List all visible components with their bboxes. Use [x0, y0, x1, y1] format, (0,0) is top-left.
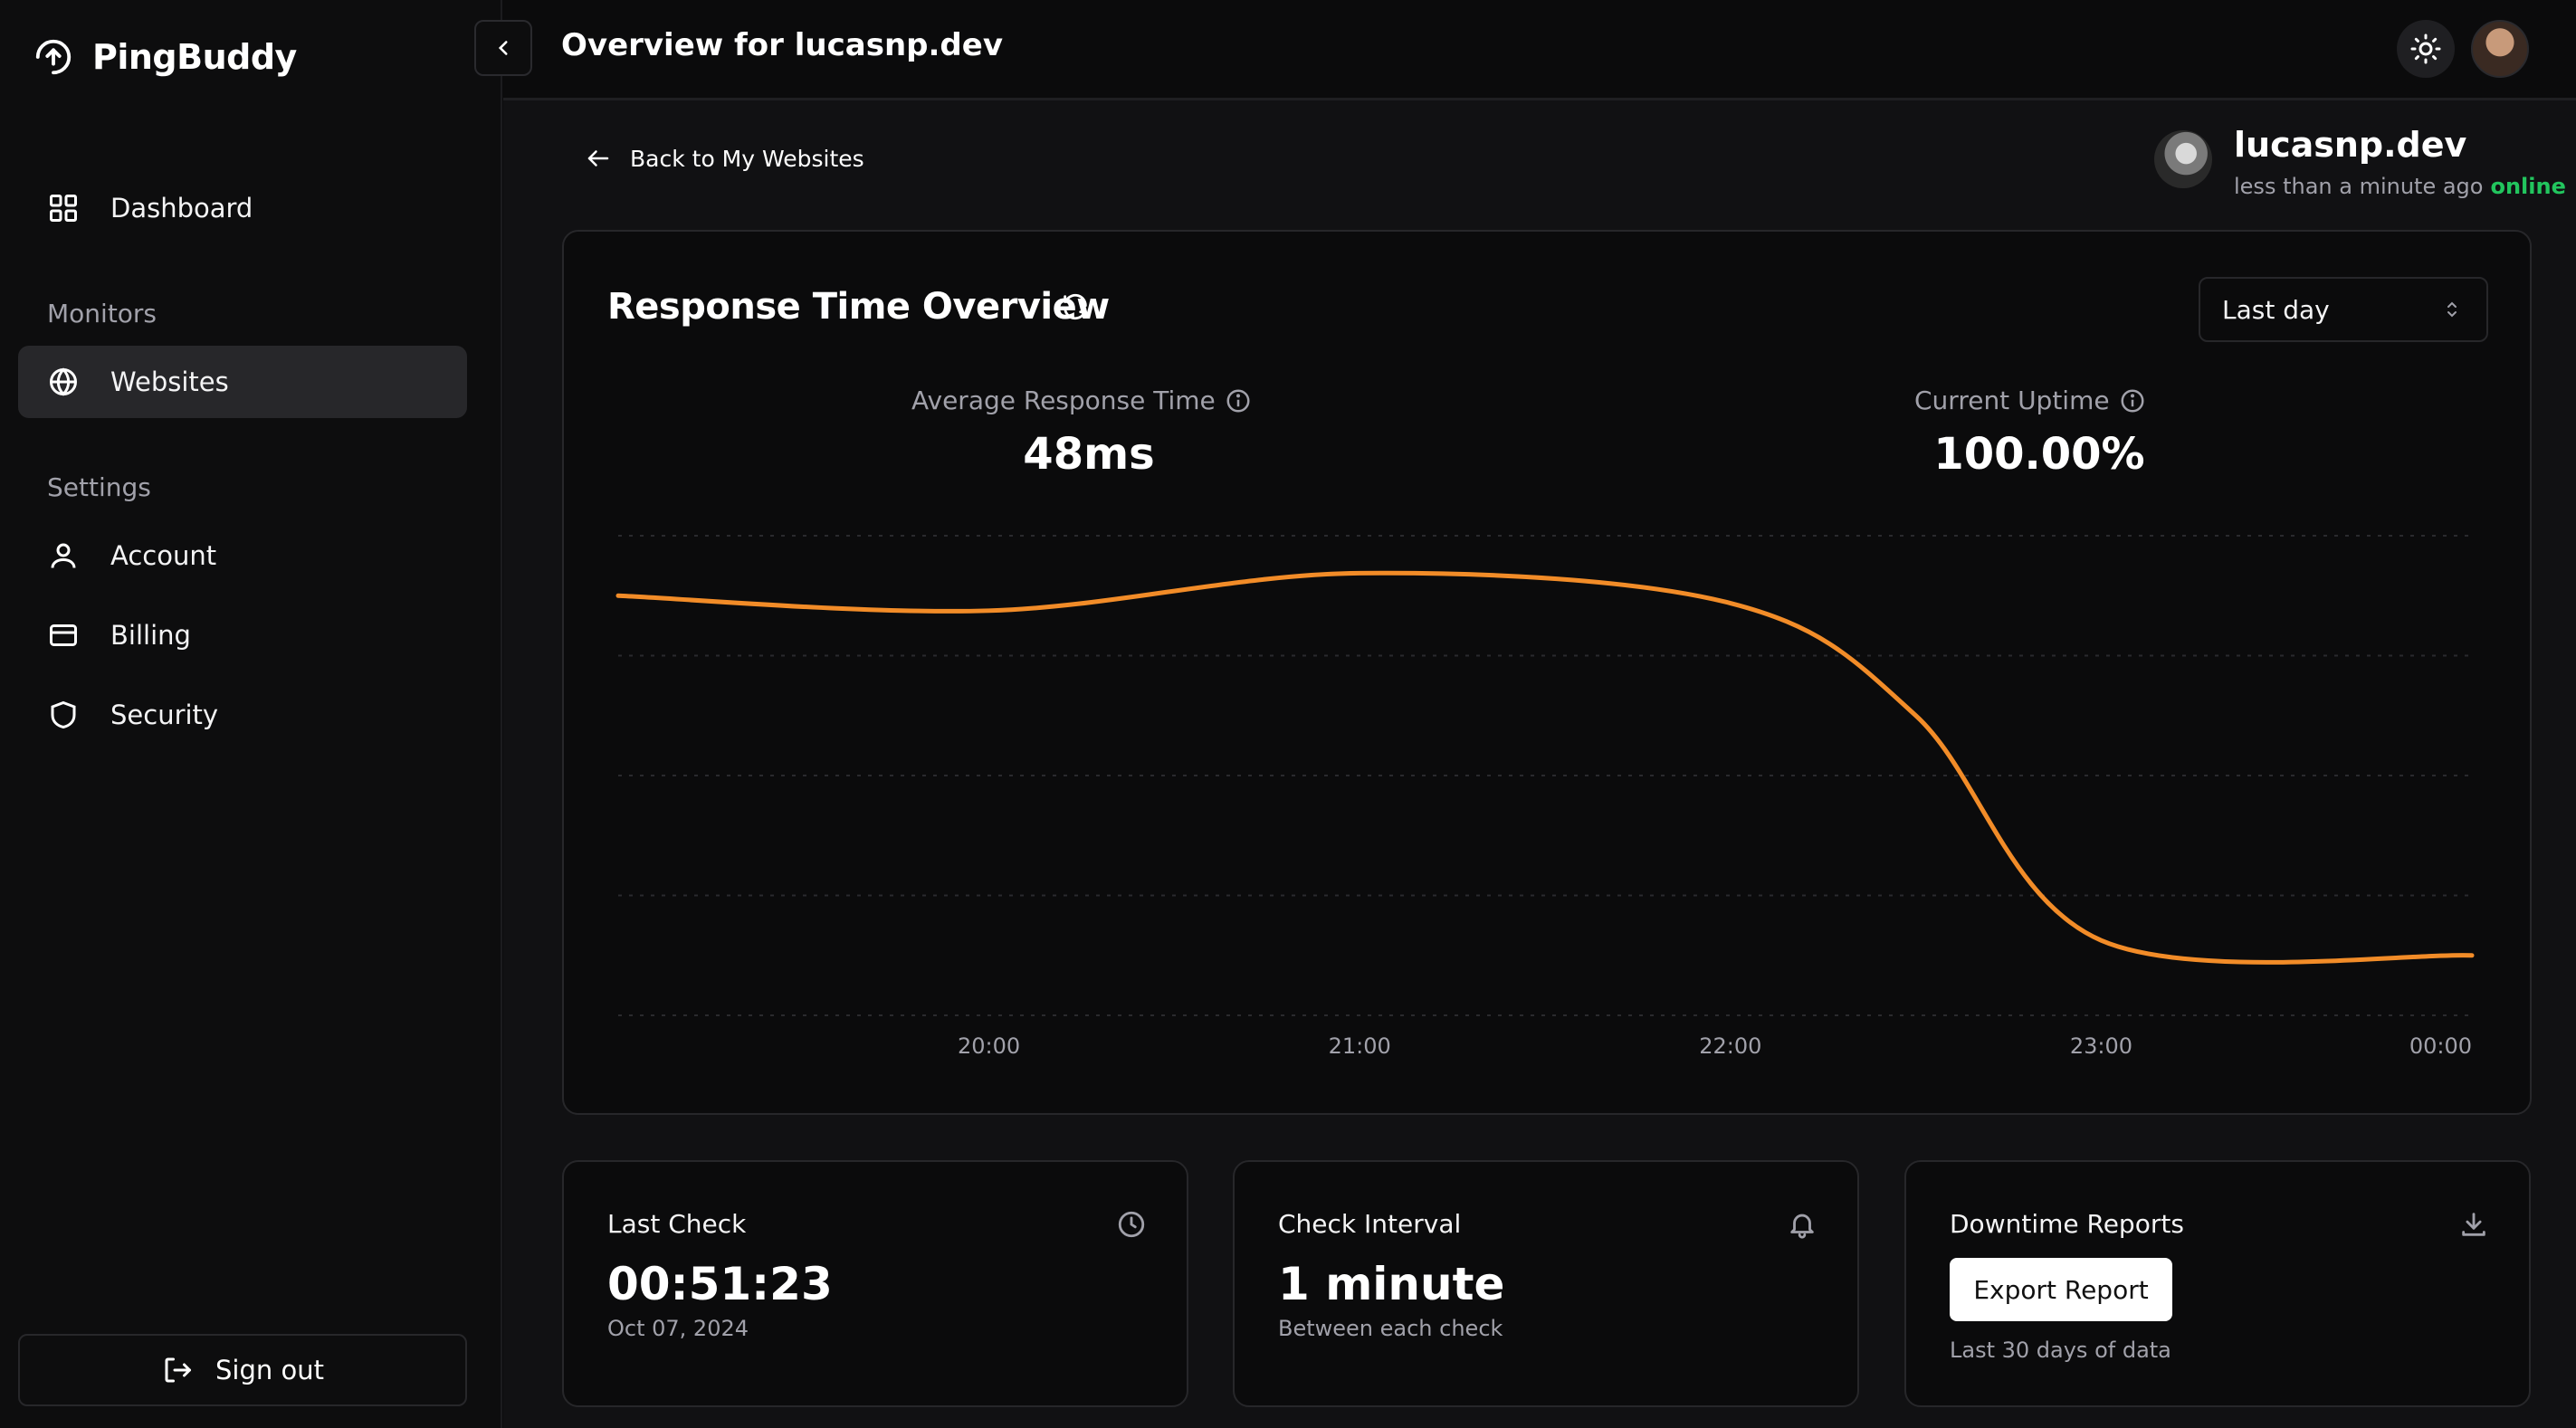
back-link[interactable]: Back to My Websites — [585, 145, 864, 172]
check-interval-title: Check Interval — [1278, 1209, 1462, 1239]
check-interval-sub: Between each check — [1278, 1316, 1503, 1341]
sidebar-item-billing[interactable]: Billing — [18, 599, 467, 671]
x-tick-label: 00:00 — [2409, 1033, 2472, 1059]
info-icon[interactable] — [2119, 387, 2146, 414]
export-report-button[interactable]: Export Report — [1950, 1258, 2172, 1321]
x-tick-label: 23:00 — [2070, 1033, 2132, 1059]
site-avatar — [2154, 130, 2212, 188]
range-select[interactable]: Last day — [2199, 277, 2488, 342]
status-badge: online — [2490, 174, 2566, 199]
sign-out-button[interactable]: Sign out — [18, 1334, 467, 1406]
bell-icon — [1790, 1214, 1814, 1239]
credit-card-icon — [50, 624, 77, 646]
sidebar: PingBuddy Dashboard Monitors Websites Se… — [0, 0, 502, 1428]
brand[interactable]: PingBuddy — [33, 36, 297, 78]
last-check-title: Last Check — [607, 1209, 747, 1239]
sun-icon — [2410, 33, 2441, 64]
log-out-icon — [165, 1357, 192, 1383]
last-check-card: Last Check 00:51:23 Oct 07, 2024 — [562, 1160, 1188, 1407]
info-icon[interactable] — [1225, 387, 1252, 414]
last-check-value: 00:51:23 — [607, 1258, 833, 1310]
logo-icon — [35, 39, 72, 75]
sidebar-item-label: Security — [110, 700, 219, 730]
x-tick-label: 21:00 — [1329, 1033, 1391, 1059]
user-avatar[interactable] — [2471, 20, 2529, 78]
site-last-seen: less than a minute ago — [2234, 174, 2484, 199]
sidebar-item-dashboard[interactable]: Dashboard — [18, 172, 467, 244]
arrow-left-icon — [587, 150, 609, 167]
uptime-value: 100.00% — [1933, 429, 2145, 480]
shield-icon — [51, 700, 76, 729]
globe-icon — [50, 367, 77, 396]
uptime-label: Current Uptime — [1914, 386, 2146, 415]
sidebar-item-label: Billing — [110, 620, 191, 651]
response-time-card: Response Time Overview Last day Average … — [562, 230, 2532, 1115]
sign-out-label: Sign out — [215, 1355, 324, 1385]
sidebar-item-account[interactable]: Account — [18, 519, 467, 592]
download-icon[interactable] — [2458, 1209, 2489, 1240]
avg-response-label: Average Response Time — [911, 386, 1252, 415]
site-name: lucasnp.dev — [2234, 125, 2467, 165]
theme-toggle-button[interactable] — [2397, 20, 2455, 78]
dashboard-icon — [50, 195, 77, 222]
site-status: less than a minute ago online — [2234, 174, 2566, 199]
sidebar-item-label: Account — [110, 540, 217, 571]
chevron-up-down-icon — [2447, 301, 2457, 318]
range-select-value: Last day — [2222, 294, 2330, 325]
downtime-reports-sub: Last 30 days of data — [1950, 1338, 2171, 1363]
check-interval-value: 1 minute — [1278, 1258, 1505, 1310]
chart-title: Response Time Overview — [607, 286, 1110, 328]
uptime-label-text: Current Uptime — [1914, 386, 2110, 415]
downtime-reports-title: Downtime Reports — [1950, 1209, 2184, 1239]
chevron-left-icon — [498, 41, 508, 55]
response-time-chart: 20:00 21:00 22:00 23:00 00:00 — [615, 535, 2475, 1059]
x-tick-label: 22:00 — [1699, 1033, 1761, 1059]
avg-response-label-text: Average Response Time — [911, 386, 1216, 415]
sidebar-item-security[interactable]: Security — [18, 679, 467, 751]
response-time-line — [615, 570, 2475, 965]
sidebar-item-websites[interactable]: Websites — [18, 346, 467, 418]
page-title: Overview for lucasnp.dev — [561, 27, 1003, 63]
downtime-reports-card: Downtime Reports Export Report Last 30 d… — [1904, 1160, 2531, 1407]
last-check-date: Oct 07, 2024 — [607, 1316, 749, 1341]
brand-name: PingBuddy — [92, 37, 297, 77]
monitors-heading: Monitors — [47, 299, 157, 328]
settings-heading: Settings — [47, 472, 151, 502]
sidebar-item-label: Websites — [110, 367, 229, 397]
clock-icon — [1118, 1211, 1145, 1238]
check-interval-card: Check Interval 1 minute Between each che… — [1233, 1160, 1859, 1407]
user-icon — [51, 543, 76, 568]
sidebar-item-label: Dashboard — [110, 193, 253, 224]
collapse-sidebar-button[interactable] — [474, 20, 532, 76]
x-tick-label: 20:00 — [958, 1033, 1020, 1059]
refresh-icon[interactable] — [1060, 291, 1091, 322]
header-divider — [503, 98, 2576, 100]
avg-response-value: 48ms — [1023, 429, 1155, 480]
back-link-label: Back to My Websites — [630, 145, 864, 172]
